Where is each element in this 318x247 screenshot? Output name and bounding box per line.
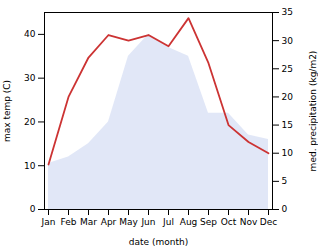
- svg-text:5: 5: [282, 176, 288, 186]
- svg-text:30: 30: [282, 36, 294, 46]
- svg-text:35: 35: [282, 7, 293, 17]
- svg-text:Jan: Jan: [41, 217, 56, 227]
- svg-text:40: 40: [24, 29, 36, 39]
- svg-text:Dec: Dec: [260, 217, 277, 227]
- svg-text:25: 25: [282, 64, 293, 74]
- svg-text:10: 10: [24, 161, 36, 171]
- svg-text:0: 0: [30, 204, 36, 214]
- svg-text:Nov: Nov: [240, 217, 258, 227]
- svg-text:Sep: Sep: [200, 217, 217, 227]
- svg-text:Mar: Mar: [80, 217, 97, 227]
- svg-text:Jul: Jul: [162, 217, 174, 227]
- svg-text:10: 10: [282, 148, 294, 158]
- svg-text:Jun: Jun: [140, 217, 155, 227]
- svg-text:date (month): date (month): [129, 237, 188, 247]
- svg-text:15: 15: [282, 120, 293, 130]
- svg-text:Aug: Aug: [180, 217, 198, 227]
- svg-text:Oct: Oct: [221, 217, 237, 227]
- svg-text:20: 20: [282, 92, 294, 102]
- svg-text:30: 30: [24, 73, 36, 83]
- svg-text:20: 20: [24, 117, 36, 127]
- svg-text:0: 0: [282, 204, 288, 214]
- svg-text:May: May: [119, 217, 138, 227]
- svg-text:Feb: Feb: [61, 217, 77, 227]
- svg-text:med. precipitation (kg/m2): med. precipitation (kg/m2): [308, 51, 318, 172]
- svg-text:Apr: Apr: [101, 217, 117, 227]
- svg-text:max temp (C): max temp (C): [2, 80, 12, 142]
